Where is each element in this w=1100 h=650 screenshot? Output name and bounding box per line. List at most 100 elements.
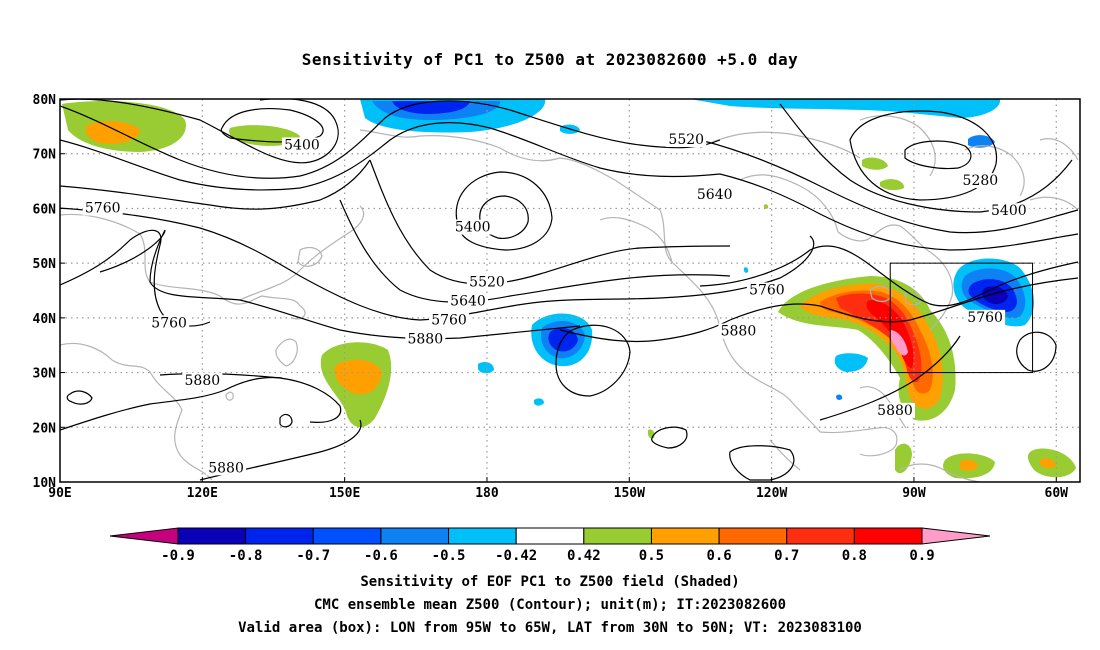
contour-small-loop	[279, 413, 293, 428]
lat-label: 60N	[33, 202, 57, 217]
contour-5520-arctic	[699, 139, 1079, 234]
lat-label: 10N	[33, 476, 57, 491]
coastline	[559, 157, 673, 263]
colorbar: -0.9 -0.8 -0.7 -0.6 -0.5 -0.42 0.42 0.5 0.6 0.7 0.…	[109, 527, 991, 564]
colorbar-swatch	[380, 527, 450, 545]
lat-label: 50N	[33, 257, 57, 272]
contour-label-bg	[429, 312, 470, 328]
contour-5760	[60, 159, 371, 210]
coastline	[837, 224, 931, 253]
coastline	[899, 463, 981, 482]
contour-label-bg	[82, 200, 123, 216]
shading-patch	[334, 359, 382, 395]
contour-label-bg	[281, 137, 322, 153]
lon-label: 90E	[48, 486, 71, 501]
colorbar-label: -0.9	[161, 548, 195, 564]
coastline	[1039, 138, 1079, 161]
colorbar-swatch	[853, 527, 923, 545]
contour-5400-low	[455, 171, 553, 251]
shading-patch	[889, 330, 908, 356]
contour-label: 5880	[721, 324, 757, 340]
contour-label: 5760	[151, 315, 187, 331]
contour-5640-arctic	[719, 173, 1079, 251]
coastlines	[60, 115, 1079, 482]
coastline	[671, 261, 821, 433]
contour-5400-north	[60, 99, 339, 164]
contour-5520-north	[60, 100, 721, 179]
colorbar-label: -0.7	[296, 548, 330, 564]
contour-label: 5760	[749, 283, 785, 299]
coastline	[699, 131, 861, 159]
lon-label: 90W	[902, 486, 926, 501]
contour-label-bg	[960, 173, 1001, 189]
coastline	[599, 216, 673, 263]
coastline	[929, 251, 954, 331]
sensitivity-shading	[62, 99, 1076, 479]
figure-title: Sensitivity of PC1 to Z500 at 2023082600…	[301, 50, 799, 69]
colorbar-label: -0.8	[229, 548, 263, 564]
shading-patch	[1040, 458, 1056, 469]
coastline	[869, 285, 893, 303]
contour-label: 5880	[877, 403, 913, 419]
lon-label: 150W	[614, 486, 645, 501]
coastline	[859, 386, 907, 429]
contour-5280-inner	[904, 140, 972, 170]
colorbar-swatch	[786, 527, 855, 545]
contour-5880-east	[559, 277, 1079, 343]
z500-contours	[60, 99, 1079, 481]
coastline	[359, 129, 561, 162]
shading-patch	[690, 99, 1001, 118]
caption-line-2: CMC ensemble mean Z500 (Contour); unit(m…	[313, 597, 786, 613]
contour-label: 5400	[991, 203, 1027, 219]
contour-label: 5880	[208, 460, 244, 476]
contour-label: 5760	[967, 310, 1003, 326]
valid-area-box	[889, 262, 1034, 374]
colorbar-swatch	[312, 527, 382, 545]
colorbar-label: 0.42	[567, 548, 601, 564]
contour-label: 5400	[284, 138, 320, 154]
contour-small-loop	[729, 445, 795, 481]
coastline	[1029, 196, 1079, 211]
caption-line-1: Sensitivity of EOF PC1 to Z500 field (Sh…	[360, 574, 740, 590]
colorbar-swatch	[177, 527, 247, 545]
shading-patch	[834, 353, 868, 372]
shading-patch	[960, 459, 978, 471]
shading-patch	[862, 157, 888, 170]
contour-5640-trough	[339, 199, 731, 303]
shading-patch	[763, 204, 769, 209]
colorbar-label: 0.7	[774, 548, 799, 564]
colorbar-label: 0.6	[706, 548, 731, 564]
coastline	[297, 246, 323, 267]
shading-patch	[968, 135, 995, 148]
lon-label: 150E	[329, 486, 360, 501]
contour-label-bg	[448, 293, 488, 309]
contour-label: 5400	[455, 220, 491, 236]
lon-label: 120W	[756, 486, 787, 501]
coastline	[964, 145, 1025, 197]
contour-5520-trough	[369, 159, 731, 285]
coastline	[275, 338, 298, 367]
shading-patch	[836, 293, 922, 383]
contour-label-bg	[466, 274, 507, 290]
lon-axis-labels: 90E 120E 150E 180 150W 120W 90W 60W	[48, 477, 1068, 501]
colorbar-swatch	[650, 527, 720, 545]
coastline	[60, 342, 213, 481]
contour-label: 5520	[469, 274, 505, 290]
contour-5880-high	[555, 324, 631, 397]
contour-5760-west	[60, 229, 211, 327]
colorbar-swatch	[718, 527, 788, 545]
contour-label: 5520	[668, 132, 704, 148]
shading-patch	[647, 429, 655, 439]
shading-patch	[392, 101, 470, 114]
colorbar-label: 0.8	[842, 548, 867, 564]
contour-small-loop	[66, 390, 93, 405]
contour-label: 5760	[431, 313, 467, 329]
contour-5880-subtropic	[60, 376, 283, 431]
contour-label-bg	[452, 219, 493, 235]
lat-label: 20N	[33, 421, 57, 436]
contour-5760-trough	[60, 207, 815, 321]
lat-label: 70N	[33, 148, 57, 163]
coastline	[60, 213, 306, 320]
coastline	[769, 439, 801, 471]
